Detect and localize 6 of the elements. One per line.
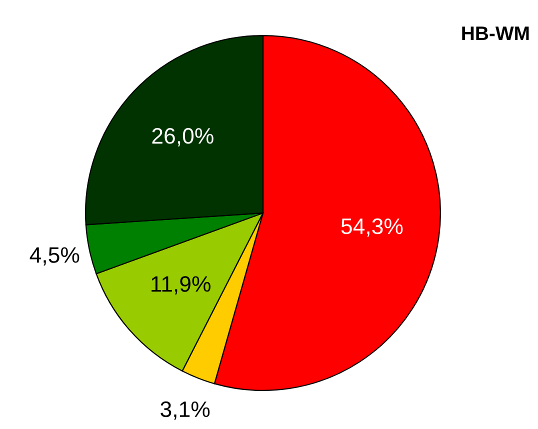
text: HB-WM [462,26,529,40]
data-label: 11,9% [152,276,210,294]
data-label: 26,0% [152,128,214,146]
data-label: 3,1% [160,401,210,420]
data-label: 54,3% [341,218,403,237]
data-label: 4,5% [30,247,80,266]
